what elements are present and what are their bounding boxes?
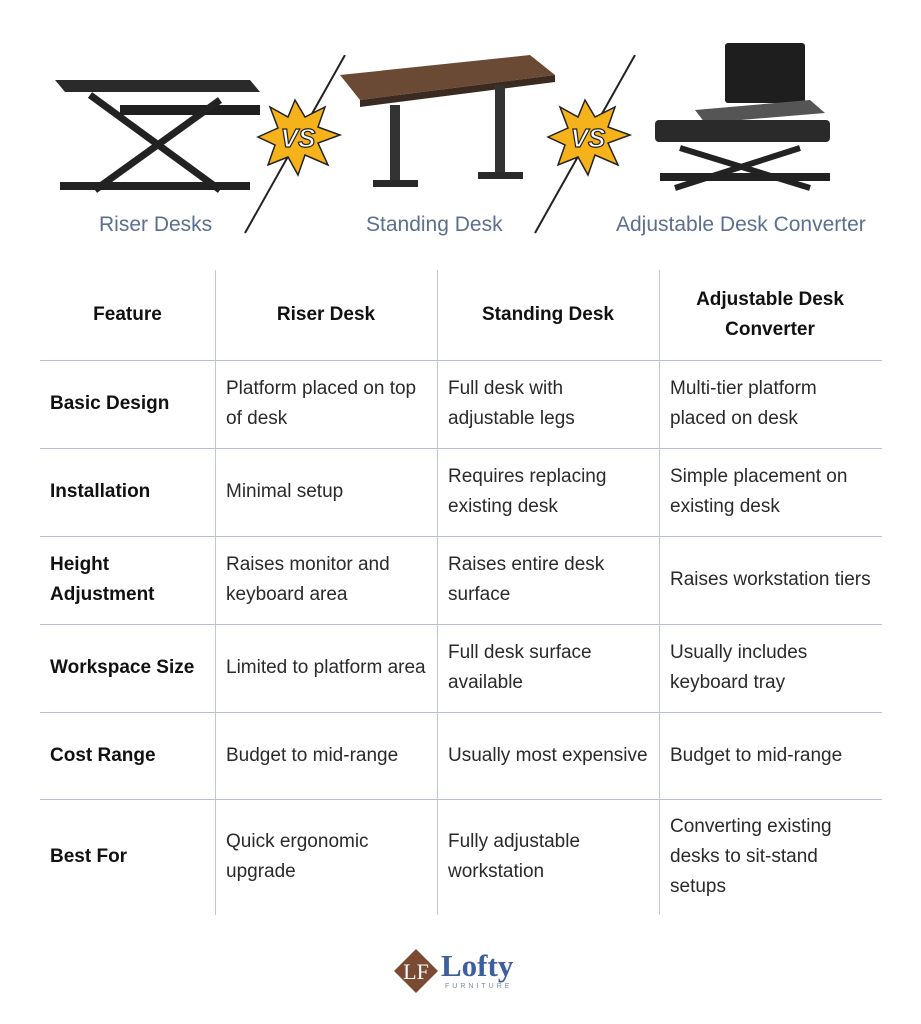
caption-standing: Standing Desk xyxy=(366,213,503,236)
table-cell: Limited to platform area xyxy=(226,657,426,678)
divider xyxy=(40,799,882,800)
table-cell: Budget to mid-range xyxy=(226,744,399,766)
divider xyxy=(437,270,438,915)
row-header: Cost Range xyxy=(50,744,156,766)
caption-converter: Adjustable Desk Converter xyxy=(616,213,866,236)
logo-monogram-icon: LF xyxy=(394,949,438,993)
row-header: Basic Design xyxy=(50,393,170,414)
column-header: Standing Desk xyxy=(482,304,614,325)
table-cell: Budget to mid-range xyxy=(670,744,843,766)
table-cell: Raises monitor and keyboard area xyxy=(226,554,390,605)
caption-riser: Riser Desks xyxy=(99,213,213,236)
row-header: Workspace Size xyxy=(50,657,195,678)
table-cell: Quick ergonomic upgrade xyxy=(226,831,369,882)
table-cell: Simple placement on existing desk xyxy=(670,466,848,517)
table-cell: Full desk surface available xyxy=(448,642,592,693)
table-cell: Minimal setup xyxy=(226,481,344,502)
table-cell: Raises entire desk surface xyxy=(448,554,605,605)
table-cell: Full desk with adjustable legs xyxy=(448,378,575,429)
table-cell: Usually most expensive xyxy=(448,744,648,766)
vs-badge-1: VS xyxy=(244,55,346,234)
column-header: Adjustable Desk Converter xyxy=(696,289,844,340)
column-header: Feature xyxy=(93,304,162,325)
divider xyxy=(40,448,882,449)
table-cell: Multi-tier platform placed on desk xyxy=(670,378,817,429)
table-cell: Usually includes keyboard tray xyxy=(670,642,808,693)
lofty-logo: LF Lofty FURNITURE xyxy=(393,946,533,996)
vs-label: VS xyxy=(571,123,606,153)
divider xyxy=(40,360,882,361)
row-header: Height Adjustment xyxy=(50,554,155,605)
divider xyxy=(659,270,660,915)
standing-desk-image xyxy=(340,55,555,187)
table-cell: Converting existing desks to sit-stand s… xyxy=(670,816,832,897)
table-cell: Requires replacing existing desk xyxy=(448,466,607,517)
divider xyxy=(215,270,216,915)
table-cell: Fully adjustable workstation xyxy=(448,831,581,882)
vs-label: VS xyxy=(281,123,316,153)
logo-name: Lofty xyxy=(441,948,514,983)
vs-badge-2: VS xyxy=(534,55,636,234)
column-header: Riser Desk xyxy=(276,304,376,325)
divider xyxy=(40,624,882,625)
riser-desk-image xyxy=(55,80,260,193)
logo-sub: FURNITURE xyxy=(445,983,513,990)
divider xyxy=(40,712,882,713)
table-cell: Raises workstation tiers xyxy=(670,569,871,590)
desk-converter-image xyxy=(655,43,830,191)
row-header: Installation xyxy=(50,481,151,502)
svg-text:LF: LF xyxy=(403,959,429,984)
table-cell: Platform placed on top of desk xyxy=(226,378,417,429)
row-header: Best For xyxy=(50,846,128,867)
divider xyxy=(40,536,882,537)
